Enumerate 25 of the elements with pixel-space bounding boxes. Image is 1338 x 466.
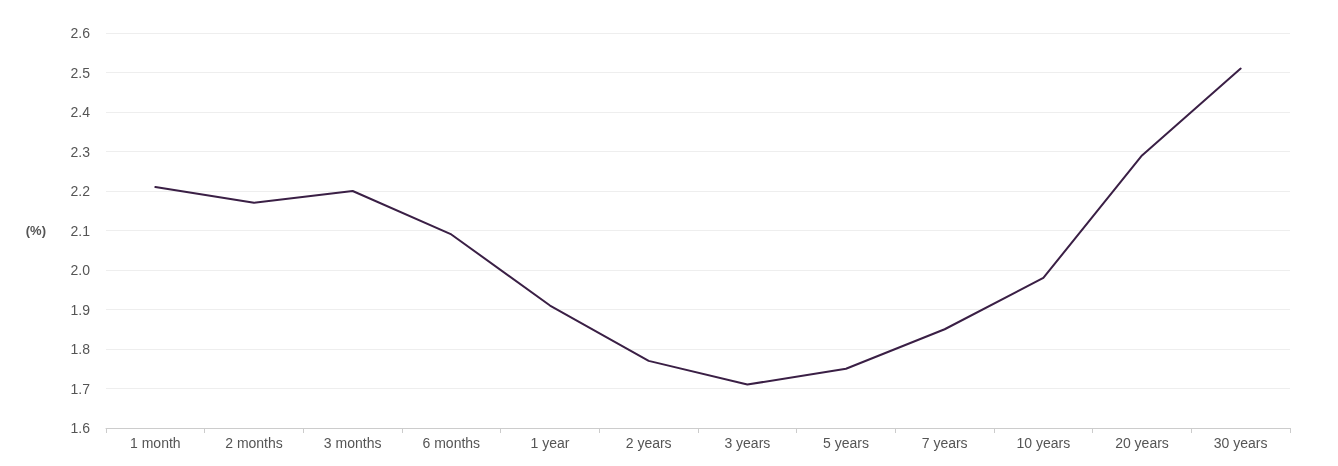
- x-tick-label: 1 year: [530, 435, 570, 451]
- x-tick-label: 20 years: [1115, 435, 1169, 451]
- y-tick-label: 2.2: [70, 183, 91, 199]
- y-tick-label: 2.4: [70, 104, 91, 120]
- x-tick-label: 2 months: [225, 435, 283, 451]
- x-tick-label: 1 month: [130, 435, 181, 451]
- y-tick-label: 2.3: [70, 143, 91, 160]
- y-tick-label: 1.9: [70, 301, 91, 318]
- x-tick-label: 30 years: [1213, 435, 1268, 451]
- x-tick-label: 3 years: [724, 435, 771, 451]
- x-tick-label: 2 years: [625, 435, 672, 451]
- y-tick-label: 1.6: [70, 420, 91, 436]
- x-tick-label: 7 years: [921, 435, 968, 451]
- x-tick-label: 5 years: [823, 435, 869, 451]
- y-axis-title: (%): [25, 223, 46, 238]
- x-tick-label: 10 years: [1016, 435, 1071, 451]
- line-series: [154, 67, 1242, 386]
- y-tick-label: 2.6: [70, 25, 91, 41]
- y-tick-label: 2.5: [70, 64, 91, 81]
- y-tick-label: 1.7: [70, 380, 91, 397]
- y-tick-label: 2.1: [70, 222, 91, 239]
- y-tick-label: 2.0: [70, 262, 91, 278]
- x-tick-label: 3 months: [323, 435, 382, 451]
- x-tick-label: 6 months: [422, 435, 481, 451]
- y-tick-label: 1.8: [70, 341, 91, 357]
